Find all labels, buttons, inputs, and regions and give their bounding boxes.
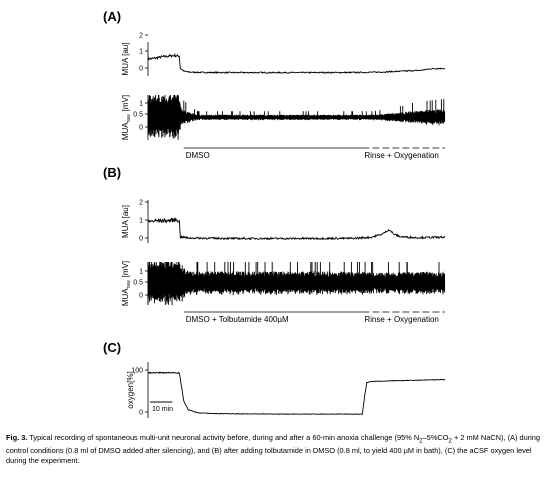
figure-caption: Fig. 3. Typical recording of spontaneous…: [6, 433, 546, 465]
caption-label: Fig. 3.: [6, 433, 28, 442]
panel-b-raw-ylabel-main: MUA: [121, 288, 130, 306]
panel-label-b: (B): [103, 165, 121, 180]
panel-a-raw-ytick-label: 0: [139, 125, 143, 132]
panel-b-mua-series-line: [147, 217, 446, 241]
panel-a-mua-ytick-label: 2: [139, 33, 143, 40]
panel-b-raw-ytick-label: 0.5: [133, 280, 143, 287]
panel-b-raw-ylabel-unit: [mV]: [121, 261, 130, 277]
panel-a-raw-ytick-label: 0.5: [133, 112, 143, 119]
panel-a-raw-ylabel-unit: [mV]: [121, 95, 130, 111]
panel-label-a: (A): [103, 9, 121, 24]
panel-c-oxygen-ytick-label: 100: [131, 368, 143, 375]
panel-a-raw-ylabel-sub: raw: [126, 114, 132, 122]
panel-a-mua-ylabel: MUA [au]: [121, 43, 130, 76]
caption-sub-1: 2: [419, 437, 423, 445]
caption-text-3: + 2 mM NaCN), (A) during control conditi…: [6, 433, 541, 465]
panel-b-annotation-label-0: DMSO + Tolbutamide 400µM: [186, 315, 289, 324]
panel-b-raw-ytick-label: 0: [139, 293, 143, 300]
panel-c-oxygen-series-line: [147, 371, 446, 416]
scalebar-label: 10 min: [152, 406, 173, 413]
panel-a-annotation-label-1: Rinse + Oxygenation: [364, 151, 439, 160]
panel-b-raw-ylabel: MUAraw [mV]: [121, 261, 132, 306]
panel-b-mua-ytick-label: 2: [139, 200, 143, 207]
panel-a-mua-ytick-label: 1: [139, 49, 143, 56]
panel-b-raw-ylabel-sub: raw: [126, 280, 132, 288]
panel-c-oxygen-ytick-label: 0: [139, 410, 143, 417]
panel-label-c: (C): [103, 340, 121, 355]
caption-sub-2: 2: [448, 437, 452, 445]
caption-text-2: –5%CO: [422, 433, 449, 442]
panel-b-raw-ytick-label: 1: [139, 269, 143, 276]
panel-a-raw-ylabel-main: MUA: [121, 122, 130, 140]
panel-a-annotation-label-0: DMSO: [186, 151, 210, 160]
panel-b-mua-ytick-label: 0: [139, 236, 143, 243]
panel-c-oxygen-ylabel: oxygen[%]: [126, 371, 135, 408]
panel-a-mua-ytick-label: 0: [139, 66, 143, 73]
panel-a-mua-series-line: [147, 52, 446, 75]
panel-a-raw-ylabel: MUAraw [mV]: [121, 95, 132, 140]
panel-b-annotation-label-1: Rinse + Oxygenation: [364, 315, 439, 324]
panel-b-mua-ytick-label: 1: [139, 218, 143, 225]
panel-b-mua-ylabel: MUA [au]: [121, 205, 130, 238]
panel-a-raw-ytick-label: 1: [139, 101, 143, 108]
caption-text-1: Typical recording of spontaneous multi-u…: [29, 433, 420, 442]
